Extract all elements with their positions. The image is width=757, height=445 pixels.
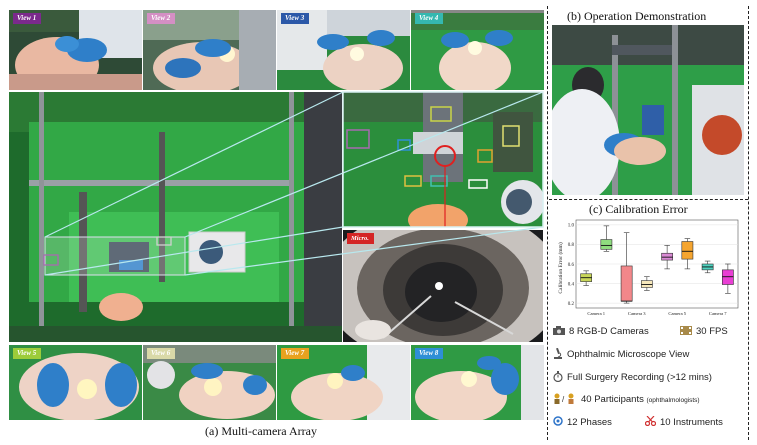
feature-participants-note: (ophthalmologists) xyxy=(646,397,700,404)
camera-icon xyxy=(553,326,565,337)
zoom-connector-lines xyxy=(44,91,544,276)
y-tick-label: 0.8 xyxy=(568,243,575,248)
film-icon xyxy=(680,326,692,337)
feature-recording-text: Full Surgery Recording (>12 mins) xyxy=(567,372,712,383)
feature-phases: 12 Phases xyxy=(553,416,612,428)
camera-view-5[interactable]: View 5 xyxy=(9,345,142,420)
camera-view-8[interactable]: View 8 xyxy=(411,345,544,420)
feature-participants-text: 40 Participants xyxy=(581,394,644,405)
view-tag-5: View 5 xyxy=(13,348,42,359)
y-tick-label: 0.2 xyxy=(568,302,575,307)
x-tick-label: Camera 3 xyxy=(628,311,646,316)
camera-view-4[interactable]: View 4 xyxy=(411,10,544,90)
microscope-icon xyxy=(553,348,563,360)
feature-phases-text: 12 Phases xyxy=(567,417,612,428)
feature-instruments-text: 10 Instruments xyxy=(660,417,723,428)
calibration-chart: Calibration Error (mm) 0.2 0.4 0.6 0.8 1.0 C… xyxy=(552,216,744,321)
people-icon: / xyxy=(553,393,577,405)
feature-instruments: 10 Instruments xyxy=(645,416,723,428)
divider-left xyxy=(547,6,548,440)
feature-fps: 30 FPS xyxy=(680,326,728,337)
box-body xyxy=(641,280,653,288)
camera-rig-photo[interactable] xyxy=(9,92,342,342)
view-tag-6: View 6 xyxy=(147,348,176,359)
box-body xyxy=(661,252,673,261)
view-tag-4: View 4 xyxy=(415,13,444,24)
feature-cameras: 8 RGB-D Cameras xyxy=(553,326,649,337)
y-tick-label: 0.6 xyxy=(568,263,575,268)
box-body xyxy=(681,241,694,260)
divider-horizontal xyxy=(549,199,748,200)
x-tick-label: Camera 5 xyxy=(668,311,686,316)
box-body xyxy=(600,239,613,250)
cycle-icon xyxy=(553,416,563,428)
microscope-view[interactable]: Micro. xyxy=(343,230,543,342)
view-tag-7: View 7 xyxy=(281,348,310,359)
scissors-icon xyxy=(645,416,656,428)
y-tick-label: 0.4 xyxy=(568,282,575,287)
feature-recording: Full Surgery Recording (>12 mins) xyxy=(553,371,712,383)
feature-microscope: Ophthalmic Microscope View xyxy=(553,348,689,360)
multi-camera-panel: View 1 View 2 View 3 xyxy=(9,10,544,438)
camera-view-3[interactable]: View 3 xyxy=(277,10,410,90)
camera-view-1[interactable]: View 1 xyxy=(9,10,142,90)
caption-multi-camera: (a) Multi-camera Array xyxy=(205,424,317,438)
x-tick-label: Camera 7 xyxy=(709,311,727,316)
caption-calibration: (c) Calibration Error xyxy=(589,202,688,216)
view-tag-2: View 2 xyxy=(147,13,176,24)
camera-view-2[interactable]: View 2 xyxy=(143,10,276,90)
box-body xyxy=(722,269,734,285)
divider-right xyxy=(748,6,749,440)
operation-photo[interactable] xyxy=(552,25,744,195)
camera-view-7[interactable]: View 7 xyxy=(277,345,410,420)
y-tick-label: 1.0 xyxy=(568,224,575,229)
feature-cameras-text: 8 RGB-D Cameras xyxy=(569,326,649,337)
feature-microscope-text: Ophthalmic Microscope View xyxy=(567,349,690,360)
box-body xyxy=(620,265,633,302)
stopwatch-icon xyxy=(553,371,563,383)
view-tag-1: View 1 xyxy=(13,13,42,24)
y-axis-label: Calibration Error (mm) xyxy=(557,242,564,293)
svg-text:/: / xyxy=(562,395,565,404)
feature-fps-text: 30 FPS xyxy=(696,326,728,337)
feature-participants: / 40 Participants (ophthalmologists) xyxy=(553,393,700,405)
view-tag-8: View 8 xyxy=(415,348,444,359)
micro-tag: Micro. xyxy=(347,233,374,244)
caption-operation: (b) Operation Demonstration xyxy=(567,9,707,23)
view-tag-3: View 3 xyxy=(281,13,310,24)
camera-view-6[interactable]: View 6 xyxy=(143,345,276,420)
x-tick-label: Camera 1 xyxy=(587,311,605,316)
